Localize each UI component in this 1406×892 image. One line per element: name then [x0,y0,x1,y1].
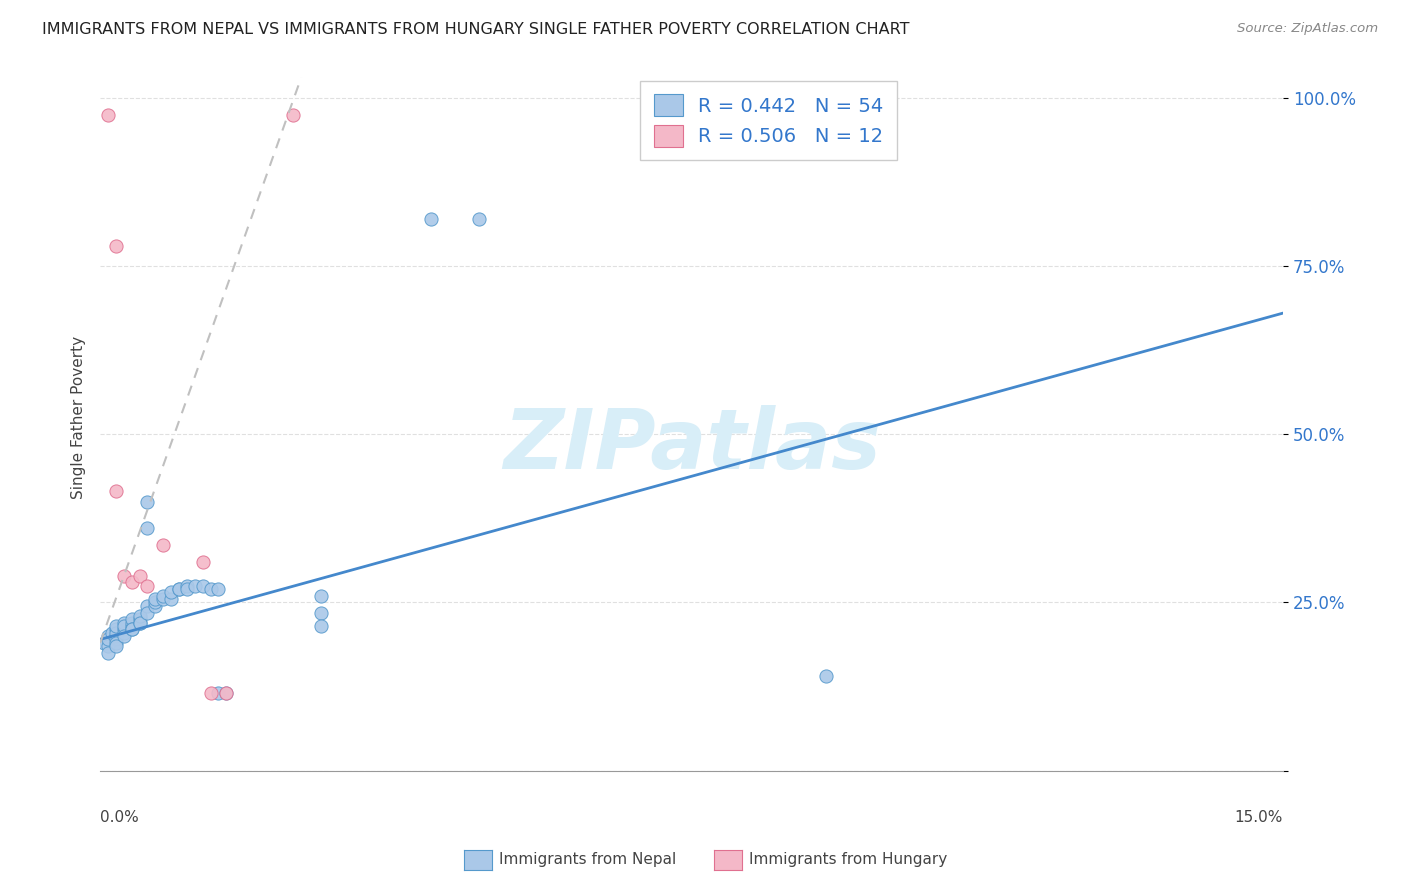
Point [184,579,207,593]
Text: 15.0%: 15.0% [1234,810,1284,824]
Point [104,625,127,640]
Point [112,623,135,637]
Point [207,686,229,700]
Point [191,555,214,569]
Point [136,606,159,620]
Point [97,629,120,643]
Point [101,625,124,640]
Point [467,211,489,226]
Point [104,636,127,650]
Text: Immigrants from Hungary: Immigrants from Hungary [749,853,948,867]
Point [143,595,166,609]
Point [121,615,143,630]
Point [309,619,332,633]
Point [121,575,143,590]
Point [121,623,143,637]
Point [97,632,120,647]
Text: 0.0%: 0.0% [100,810,139,824]
Point [309,606,332,620]
Point [420,211,443,226]
Point [112,619,135,633]
Point [215,686,238,700]
Point [152,589,174,603]
Legend: R = 0.442   N = 54, R = 0.506   N = 12: R = 0.442 N = 54, R = 0.506 N = 12 [640,81,897,161]
Point [121,623,143,637]
Point [143,592,166,607]
Point [191,579,214,593]
Text: Source: ZipAtlas.com: Source: ZipAtlas.com [1237,22,1378,36]
Point [152,538,174,552]
Point [104,632,127,647]
Point [128,615,150,630]
Point [104,484,127,499]
Point [112,615,135,630]
Point [104,619,127,633]
Point [167,582,190,596]
Point [112,625,135,640]
Point [160,585,183,599]
Point [176,579,198,593]
Point [152,592,174,607]
Point [121,612,143,626]
Point [136,494,159,508]
Point [207,582,229,596]
Point [104,629,127,643]
Point [200,686,222,700]
Point [128,568,150,582]
Point [160,592,183,607]
Point [136,579,159,593]
Text: ZIPatlas: ZIPatlas [503,405,880,486]
Point [136,521,159,535]
Point [104,639,127,653]
Text: IMMIGRANTS FROM NEPAL VS IMMIGRANTS FROM HUNGARY SINGLE FATHER POVERTY CORRELATI: IMMIGRANTS FROM NEPAL VS IMMIGRANTS FROM… [42,22,910,37]
Y-axis label: Single Father Poverty: Single Father Poverty [72,335,86,499]
Point [128,612,150,626]
Point [143,599,166,613]
Point [283,107,305,121]
Point [93,636,115,650]
Point [814,669,837,683]
Point [97,639,120,653]
Point [309,589,332,603]
Point [97,646,120,660]
Point [176,582,198,596]
Point [128,615,150,630]
Point [200,582,222,596]
Point [104,623,127,637]
Point [167,582,190,596]
Text: Immigrants from Nepal: Immigrants from Nepal [499,853,676,867]
Point [128,608,150,623]
Point [97,107,120,121]
Point [112,629,135,643]
Point [121,619,143,633]
Point [112,568,135,582]
Point [136,599,159,613]
Point [215,686,238,700]
Point [104,239,127,253]
